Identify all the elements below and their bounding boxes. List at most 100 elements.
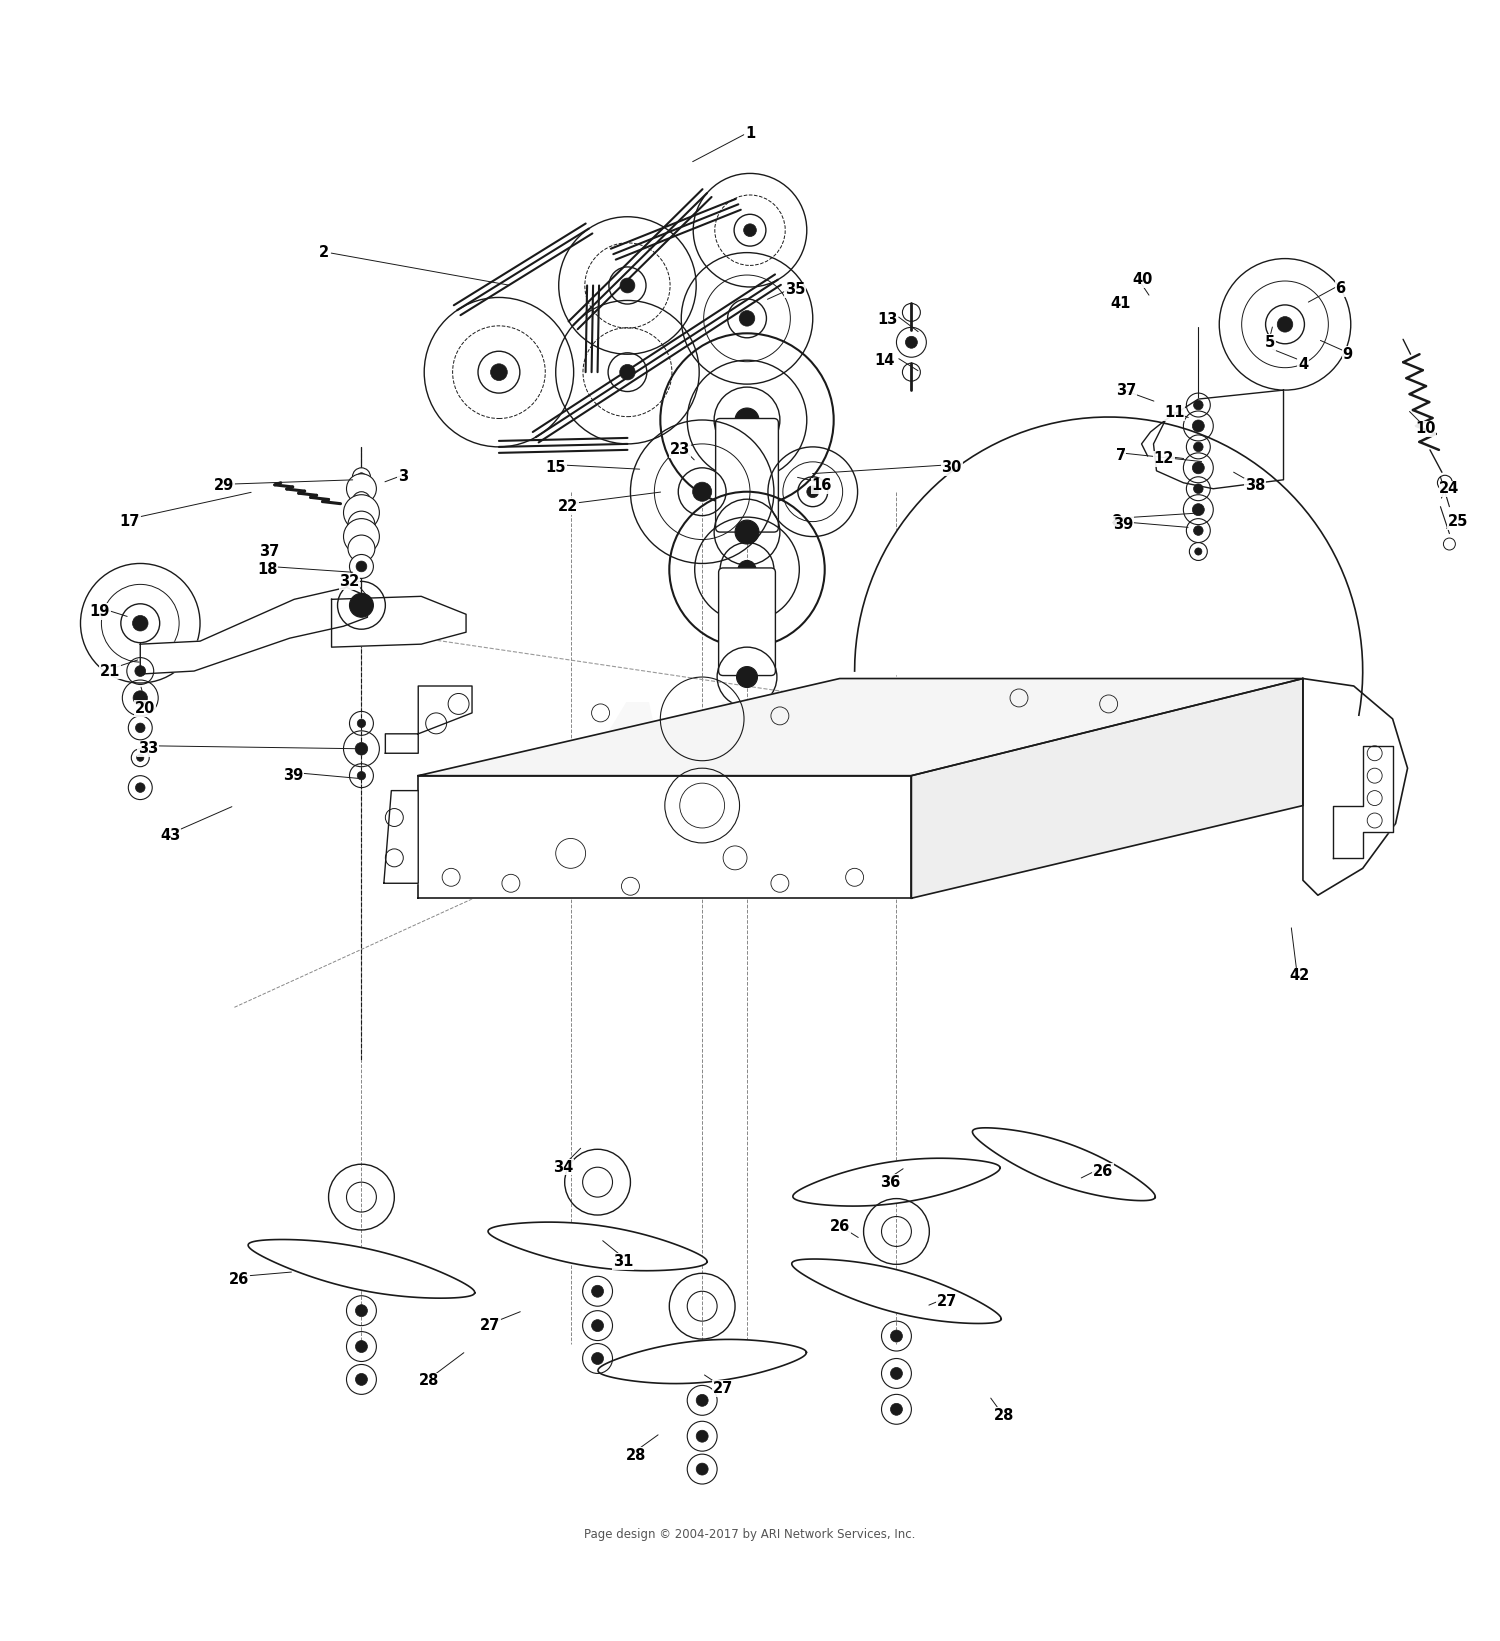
Polygon shape	[384, 791, 418, 883]
Circle shape	[696, 1464, 708, 1475]
Circle shape	[591, 1352, 603, 1364]
Circle shape	[736, 666, 758, 688]
Text: 7: 7	[1116, 448, 1125, 463]
Text: 43: 43	[160, 829, 180, 843]
Text: 9: 9	[1342, 346, 1353, 361]
FancyBboxPatch shape	[716, 418, 778, 532]
Text: 13: 13	[878, 312, 897, 327]
Text: 23: 23	[669, 443, 690, 458]
Text: 28: 28	[994, 1408, 1014, 1423]
Polygon shape	[598, 1339, 807, 1383]
Circle shape	[357, 473, 366, 481]
Text: 5: 5	[1264, 335, 1275, 350]
Text: 10: 10	[1414, 422, 1436, 437]
Polygon shape	[972, 1127, 1155, 1201]
Text: 17: 17	[120, 514, 140, 528]
Polygon shape	[386, 686, 472, 753]
Circle shape	[591, 1285, 603, 1298]
Circle shape	[1194, 441, 1203, 451]
Text: 8: 8	[1112, 514, 1122, 528]
Polygon shape	[1154, 391, 1284, 489]
Circle shape	[350, 594, 374, 617]
Polygon shape	[1304, 678, 1407, 896]
Circle shape	[696, 1431, 708, 1442]
Circle shape	[344, 519, 380, 555]
Circle shape	[350, 555, 374, 578]
Circle shape	[891, 1367, 903, 1380]
Text: 11: 11	[1164, 405, 1185, 420]
Text: 22: 22	[558, 499, 578, 514]
Text: 40: 40	[1132, 272, 1154, 287]
Circle shape	[735, 409, 759, 432]
Text: 20: 20	[135, 701, 154, 715]
Text: 34: 34	[554, 1160, 573, 1175]
Text: 39: 39	[1113, 517, 1134, 532]
Circle shape	[356, 1374, 368, 1385]
Circle shape	[696, 1395, 708, 1406]
Text: 37: 37	[258, 545, 279, 560]
Text: 35: 35	[784, 282, 806, 297]
Circle shape	[357, 497, 366, 505]
Circle shape	[891, 1403, 903, 1415]
Text: Page design © 2004-2017 by ARI Network Services, Inc.: Page design © 2004-2017 by ARI Network S…	[585, 1528, 915, 1541]
Circle shape	[744, 223, 756, 236]
Text: 42: 42	[1290, 968, 1310, 983]
FancyBboxPatch shape	[718, 568, 776, 676]
Text: 25: 25	[1448, 514, 1468, 528]
Text: 12: 12	[1154, 451, 1174, 466]
Text: 21: 21	[100, 663, 120, 679]
Text: 36: 36	[880, 1175, 900, 1190]
Circle shape	[1194, 484, 1203, 494]
Text: 33: 33	[138, 742, 158, 757]
Circle shape	[132, 615, 148, 632]
Text: 28: 28	[419, 1374, 440, 1388]
Polygon shape	[1334, 745, 1392, 858]
Text: 6: 6	[1335, 281, 1346, 295]
Text: 30: 30	[942, 461, 962, 476]
Text: 29: 29	[214, 478, 234, 494]
Text: 26: 26	[830, 1219, 850, 1234]
Text: 3: 3	[398, 469, 408, 484]
Text: 27: 27	[480, 1318, 500, 1332]
Circle shape	[134, 691, 147, 706]
Text: 2: 2	[320, 245, 328, 261]
Circle shape	[135, 724, 146, 732]
Circle shape	[906, 336, 918, 348]
Text: 27: 27	[938, 1295, 957, 1310]
Circle shape	[348, 535, 375, 561]
Circle shape	[1192, 420, 1204, 432]
Text: 32: 32	[339, 574, 360, 589]
Circle shape	[1192, 504, 1204, 515]
Circle shape	[346, 474, 376, 504]
Circle shape	[135, 666, 146, 676]
Circle shape	[891, 1331, 903, 1342]
Polygon shape	[912, 678, 1304, 898]
Polygon shape	[794, 1159, 1000, 1206]
Circle shape	[356, 1305, 368, 1316]
Circle shape	[356, 1341, 368, 1352]
Circle shape	[490, 364, 507, 381]
Polygon shape	[488, 1223, 706, 1270]
Circle shape	[348, 510, 375, 538]
Circle shape	[357, 771, 366, 779]
Circle shape	[356, 561, 368, 571]
Circle shape	[1194, 525, 1203, 535]
Circle shape	[357, 719, 366, 727]
Circle shape	[1194, 400, 1203, 410]
Text: 4: 4	[1298, 358, 1308, 373]
Circle shape	[344, 494, 380, 530]
Polygon shape	[419, 776, 912, 898]
Polygon shape	[248, 1239, 474, 1298]
Circle shape	[356, 742, 368, 755]
Text: 1: 1	[746, 126, 754, 141]
Circle shape	[1194, 548, 1202, 555]
Circle shape	[735, 520, 759, 545]
Circle shape	[135, 783, 146, 793]
Circle shape	[738, 561, 756, 578]
Text: 15: 15	[546, 461, 566, 476]
Polygon shape	[332, 596, 466, 647]
Text: 16: 16	[812, 478, 832, 494]
Text: 38: 38	[1245, 478, 1266, 494]
Circle shape	[693, 482, 711, 501]
Circle shape	[620, 277, 634, 292]
